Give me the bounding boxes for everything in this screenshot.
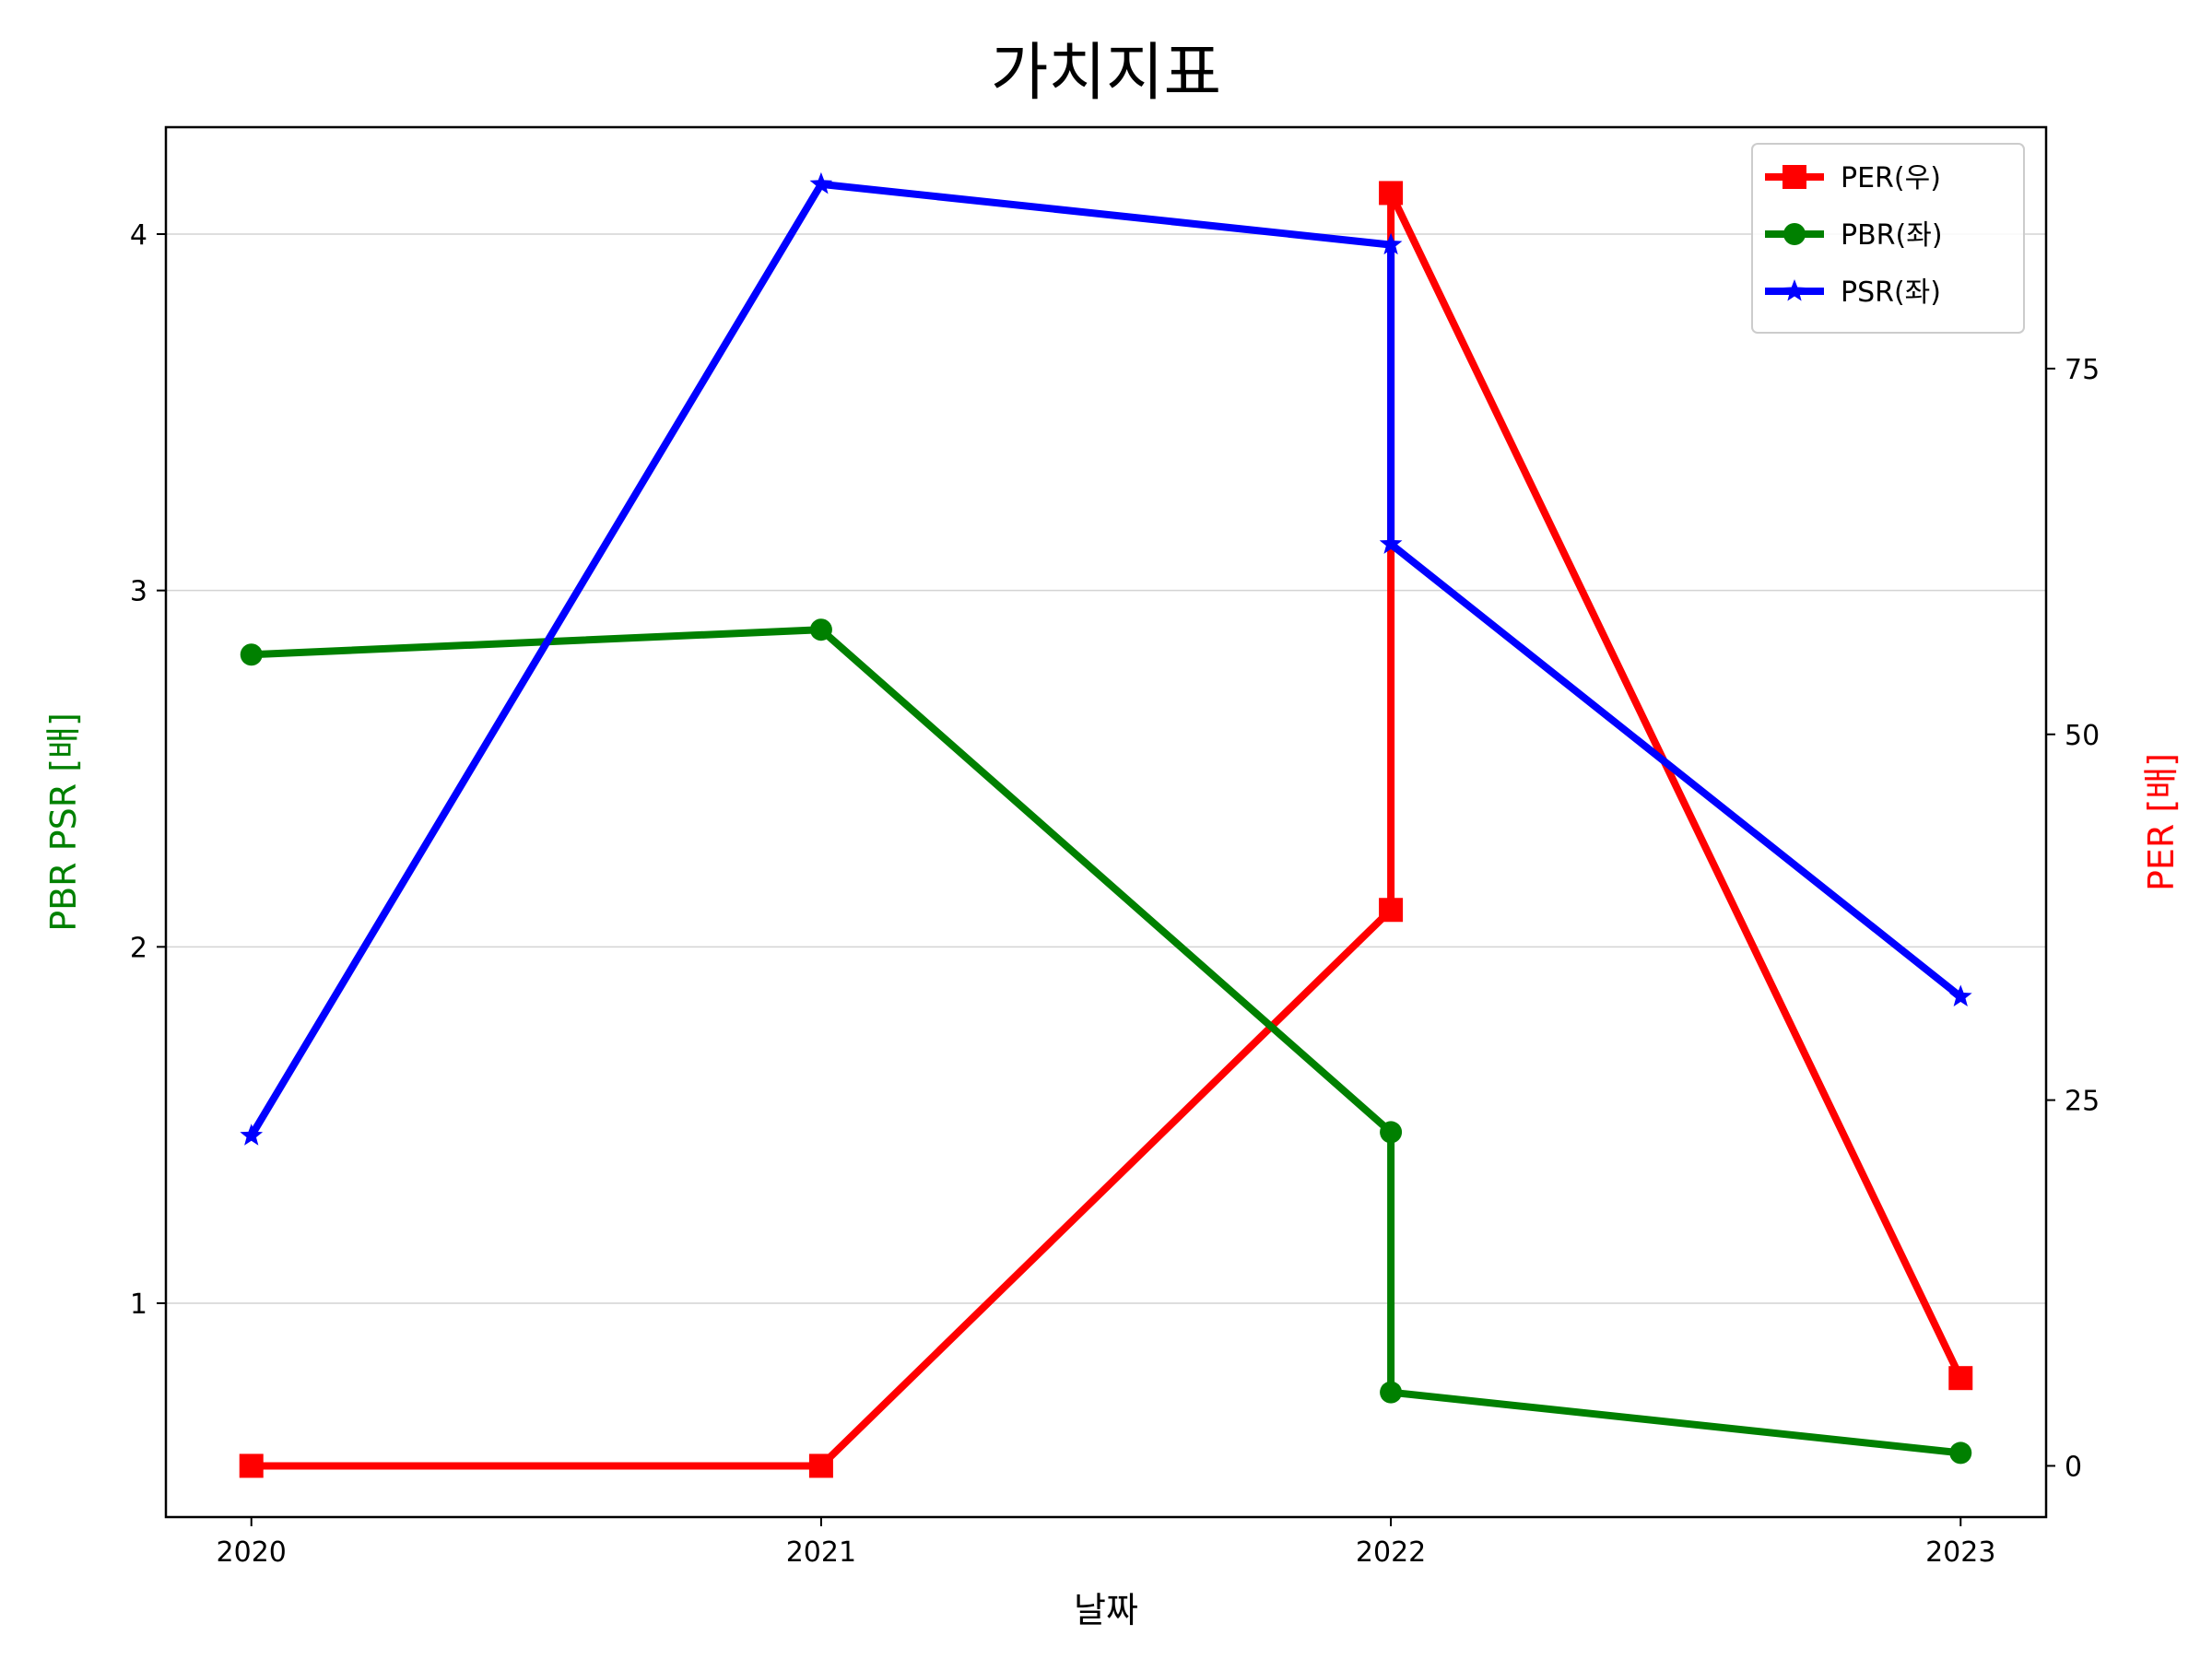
y-right-tick-label: 25 [2065, 1086, 2100, 1118]
data-point [809, 171, 833, 194]
y-axis-left: 1 2 3 4 [130, 219, 166, 1321]
series-layer [239, 171, 1973, 1478]
data-point [1948, 1366, 1973, 1391]
data-point [240, 643, 263, 666]
data-point [1949, 1441, 1972, 1465]
plot-frame [164, 125, 2048, 1519]
data-point [1948, 984, 1972, 1006]
data-point [239, 1453, 264, 1478]
data-point [1379, 532, 1403, 554]
data-point [1379, 232, 1403, 255]
x-tick-label: 2020 [217, 1536, 287, 1569]
series-PSR(좌) [240, 171, 1972, 1146]
data-point [808, 1453, 833, 1478]
data-point [1379, 898, 1404, 923]
legend-item: PSR(좌) [1765, 276, 1941, 309]
legend-item: PER(우) [1765, 162, 1941, 194]
y-left-tick-label: 3 [130, 576, 147, 608]
series-PER(우) [239, 181, 1973, 1478]
data-point [240, 1124, 264, 1146]
series-PBR(좌) [240, 618, 1972, 1465]
x-axis: 2020 2021 2022 2023 [217, 1517, 1995, 1569]
legend-item: PBR(좌) [1765, 219, 1943, 252]
data-point [809, 618, 832, 641]
x-tick-label: 2021 [786, 1536, 856, 1569]
legend: PER(우) PBR(좌) PSR(좌) [1751, 143, 2025, 334]
legend-box [1751, 143, 2025, 334]
legend-swatch-marker [1783, 223, 1806, 245]
y-axis-left-label: PBR PSR [배] [43, 712, 84, 932]
legend-label: PSR(좌) [1841, 276, 1941, 309]
data-point [1380, 1381, 1403, 1404]
y-right-tick-label: 75 [2065, 354, 2100, 386]
x-tick-label: 2023 [1925, 1536, 1995, 1569]
y-right-tick-label: 0 [2065, 1451, 2082, 1483]
y-left-tick-label: 1 [130, 1288, 147, 1321]
y-left-tick-label: 4 [130, 219, 147, 252]
chart-title: 가치지표 [991, 37, 1221, 110]
y-right-tick-label: 50 [2065, 720, 2100, 752]
y-axis-right: 0 25 50 75 [2046, 354, 2100, 1483]
y-left-tick-label: 2 [130, 932, 147, 964]
y-axis-right-label: PER [배] [2141, 753, 2182, 891]
x-axis-label: 날짜 [1074, 1590, 1138, 1630]
data-point [1380, 1121, 1403, 1144]
legend-swatch-marker [1783, 279, 1806, 301]
x-tick-label: 2022 [1356, 1536, 1426, 1569]
legend-label: PBR(좌) [1841, 219, 1943, 252]
legend-swatch-marker [1783, 165, 1806, 189]
data-point [1379, 181, 1404, 206]
legend-label: PER(우) [1841, 162, 1941, 194]
gridlines [166, 233, 2046, 1304]
